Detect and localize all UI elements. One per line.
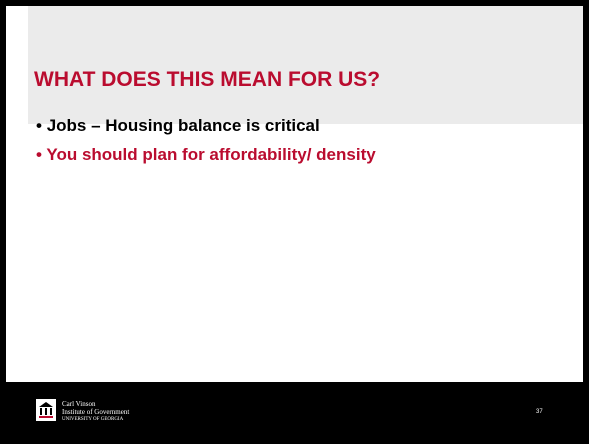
page-number: 37 [536, 409, 543, 415]
footer: Carl Vinson Institute of Government UNIV… [0, 382, 589, 444]
logo-line: Carl Vinson [62, 400, 96, 408]
bullet-text: Jobs – Housing balance is critical [46, 116, 320, 135]
logo-icon [36, 399, 56, 421]
bullet-text: You should plan for affordability/ densi… [46, 145, 376, 164]
logo-line: UNIVERSITY OF GEORGIA [62, 417, 124, 422]
slide-body: WHAT DOES THIS MEAN FOR US? • Jobs – Hou… [6, 6, 583, 382]
title-band [28, 6, 583, 124]
logo-text: Carl Vinson Institute of Government UNIV… [62, 400, 129, 424]
slide-title: WHAT DOES THIS MEAN FOR US? [34, 68, 381, 91]
bullet: • You should plan for affordability/ den… [36, 145, 376, 164]
logo-line: Institute of Government [62, 408, 130, 416]
bullet: • Jobs – Housing balance is critical [36, 116, 320, 135]
